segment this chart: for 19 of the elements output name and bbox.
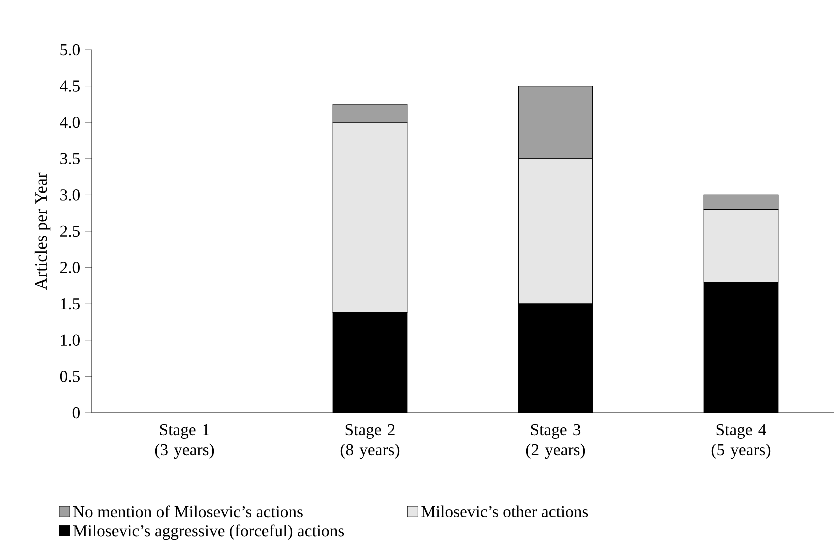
y-axis-title: Articles per Year <box>34 172 51 290</box>
y-tick-label: 2.5 <box>60 226 80 238</box>
y-tick-label: 2.0 <box>60 262 80 274</box>
x-tick-label: Stage 2 (8 years) <box>340 424 400 460</box>
legend-label: Milosevic’s other actions <box>422 506 588 518</box>
x-tick-label: Stage 4 (5 years) <box>712 424 771 460</box>
y-tick-label: 5.0 <box>60 44 80 56</box>
y-tick-label: 3.5 <box>60 153 80 165</box>
y-tick-label: 1.5 <box>61 298 80 310</box>
y-tick-label: 1.0 <box>61 334 80 346</box>
y-tick-label: 3.0 <box>60 190 80 201</box>
y-tick-label: 0 <box>72 407 80 419</box>
y-tick-label: 0.5 <box>60 371 80 382</box>
y-tick-label: 4.5 <box>60 80 80 92</box>
legend-label: No mention of Milosevic’s actions <box>73 506 303 518</box>
legend-label: Milosevic’s aggressive (forceful) actions <box>73 524 344 540</box>
y-tick-label: 4.0 <box>60 116 80 128</box>
x-tick-label: Stage 3 (2 years) <box>526 424 586 460</box>
x-tick-label: Stage 1 (3 years) <box>155 424 214 460</box>
